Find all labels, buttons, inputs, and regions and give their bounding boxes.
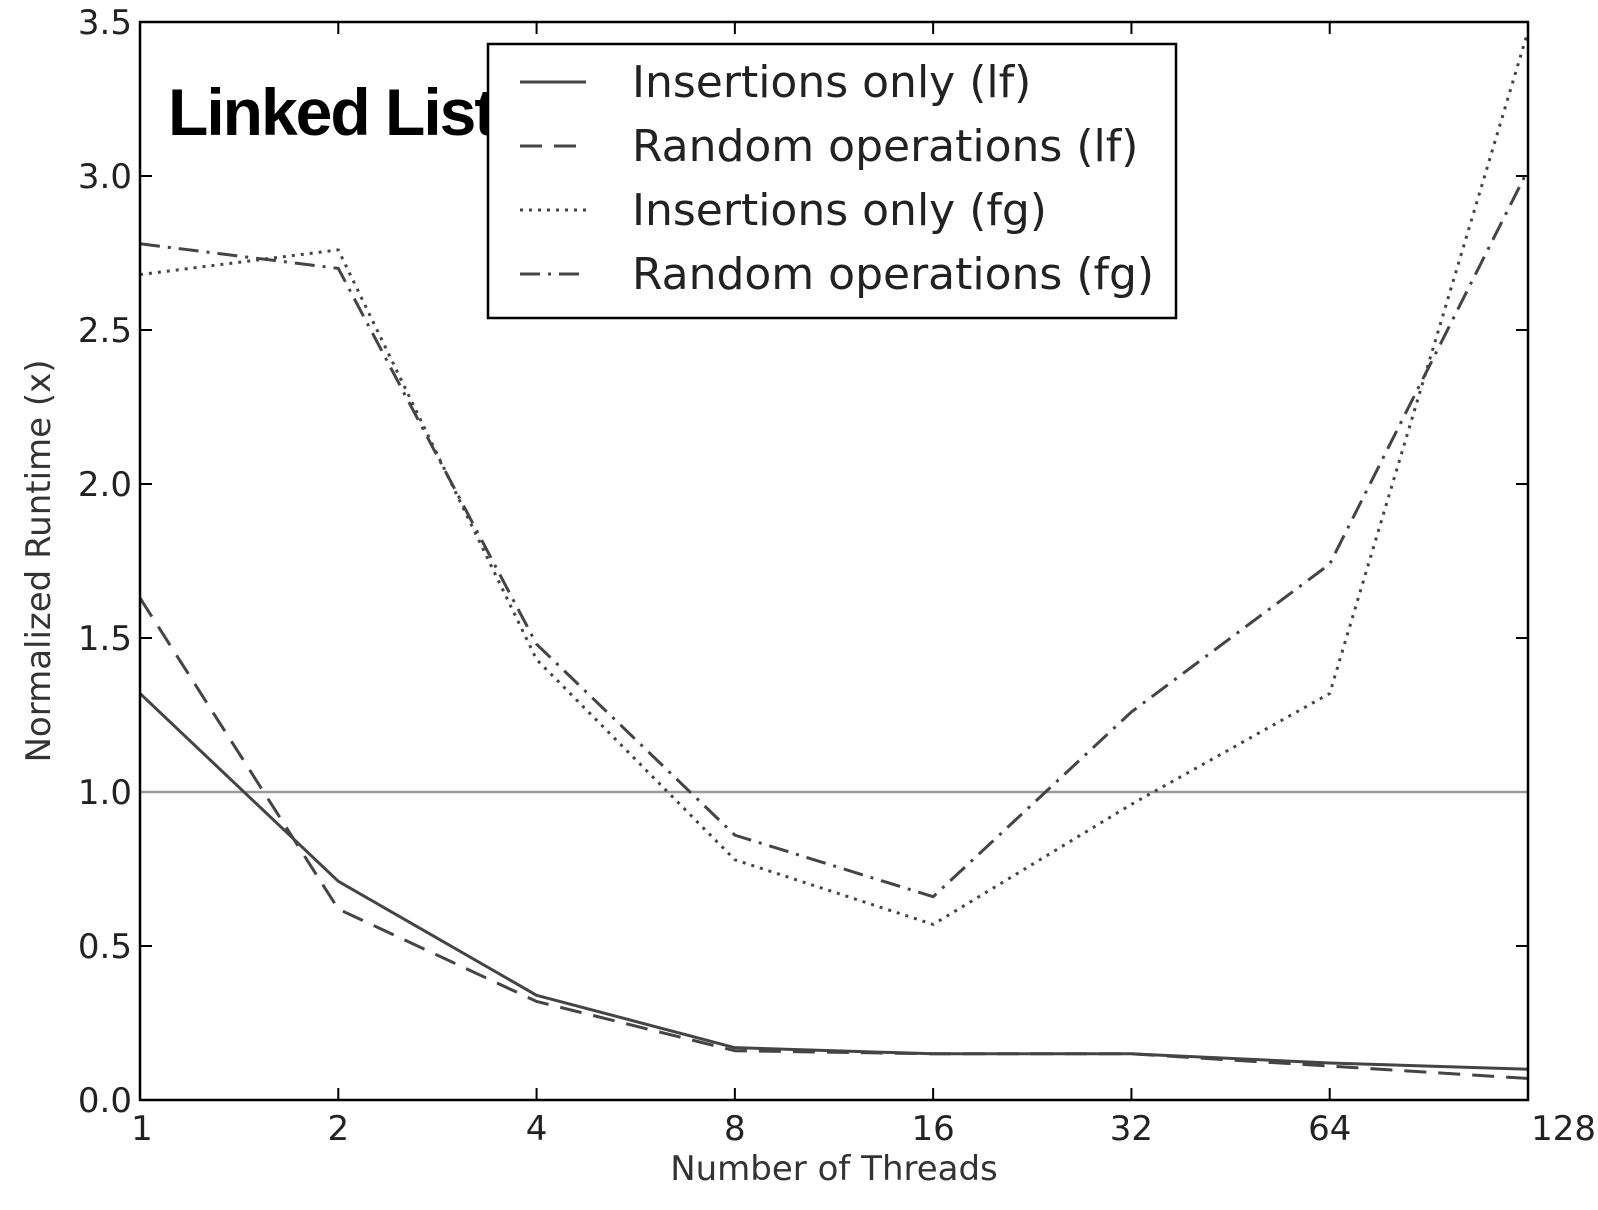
legend-box [486, 42, 1178, 320]
legend-label: Insertions only (lf) [632, 57, 1031, 108]
y-tick-label: 3.5 [78, 3, 132, 43]
plot-frame [138, 20, 1530, 1102]
y-tick-label: 2.0 [78, 465, 132, 505]
chart-title: Linked List [168, 75, 496, 149]
x-tick-label: 4 [526, 1109, 548, 1149]
legend-label: Random operations (lf) [632, 121, 1138, 172]
series-line [139, 169, 1530, 899]
y-tick-labels: 0.0 0.5 1.0 1.5 2.0 2.5 3.0 3.5 [78, 3, 132, 1121]
y-tick-label: 3.0 [78, 157, 132, 197]
y-axis-label: Normalized Runtime (x) [19, 359, 59, 762]
series-line [138, 597, 1529, 1080]
series-line [139, 30, 1530, 926]
x-axis-label: Number of Threads [670, 1149, 998, 1189]
legend-label: Random operations (fg) [632, 249, 1154, 300]
legend-items: Insertions only (lf) Random operations (l… [520, 57, 1154, 300]
x-tick-label: 1 [131, 1109, 153, 1149]
x-tick-label: 128 [1531, 1109, 1596, 1149]
x-tick-label: 64 [1308, 1109, 1351, 1149]
x-tick-label: 32 [1110, 1109, 1153, 1149]
x-tick-label: 2 [327, 1109, 349, 1149]
x-tick-label: 16 [912, 1109, 955, 1149]
legend-label: Insertions only (fg) [632, 185, 1047, 236]
legend: Insertions only (lf) Random operations (l… [486, 42, 1178, 320]
y-tick-label: 2.5 [78, 311, 132, 351]
y-tick-label: 0.0 [78, 1081, 132, 1121]
x-tick-labels: 1 2 4 8 16 32 64 128 [131, 1109, 1596, 1149]
series-line [138, 692, 1529, 1071]
y-tick-label: 1.0 [78, 773, 132, 813]
series-lines [138, 30, 1530, 1080]
x-tick-label: 8 [724, 1109, 746, 1149]
y-tick-label: 0.5 [78, 927, 132, 967]
y-tick-label: 1.5 [78, 619, 132, 659]
